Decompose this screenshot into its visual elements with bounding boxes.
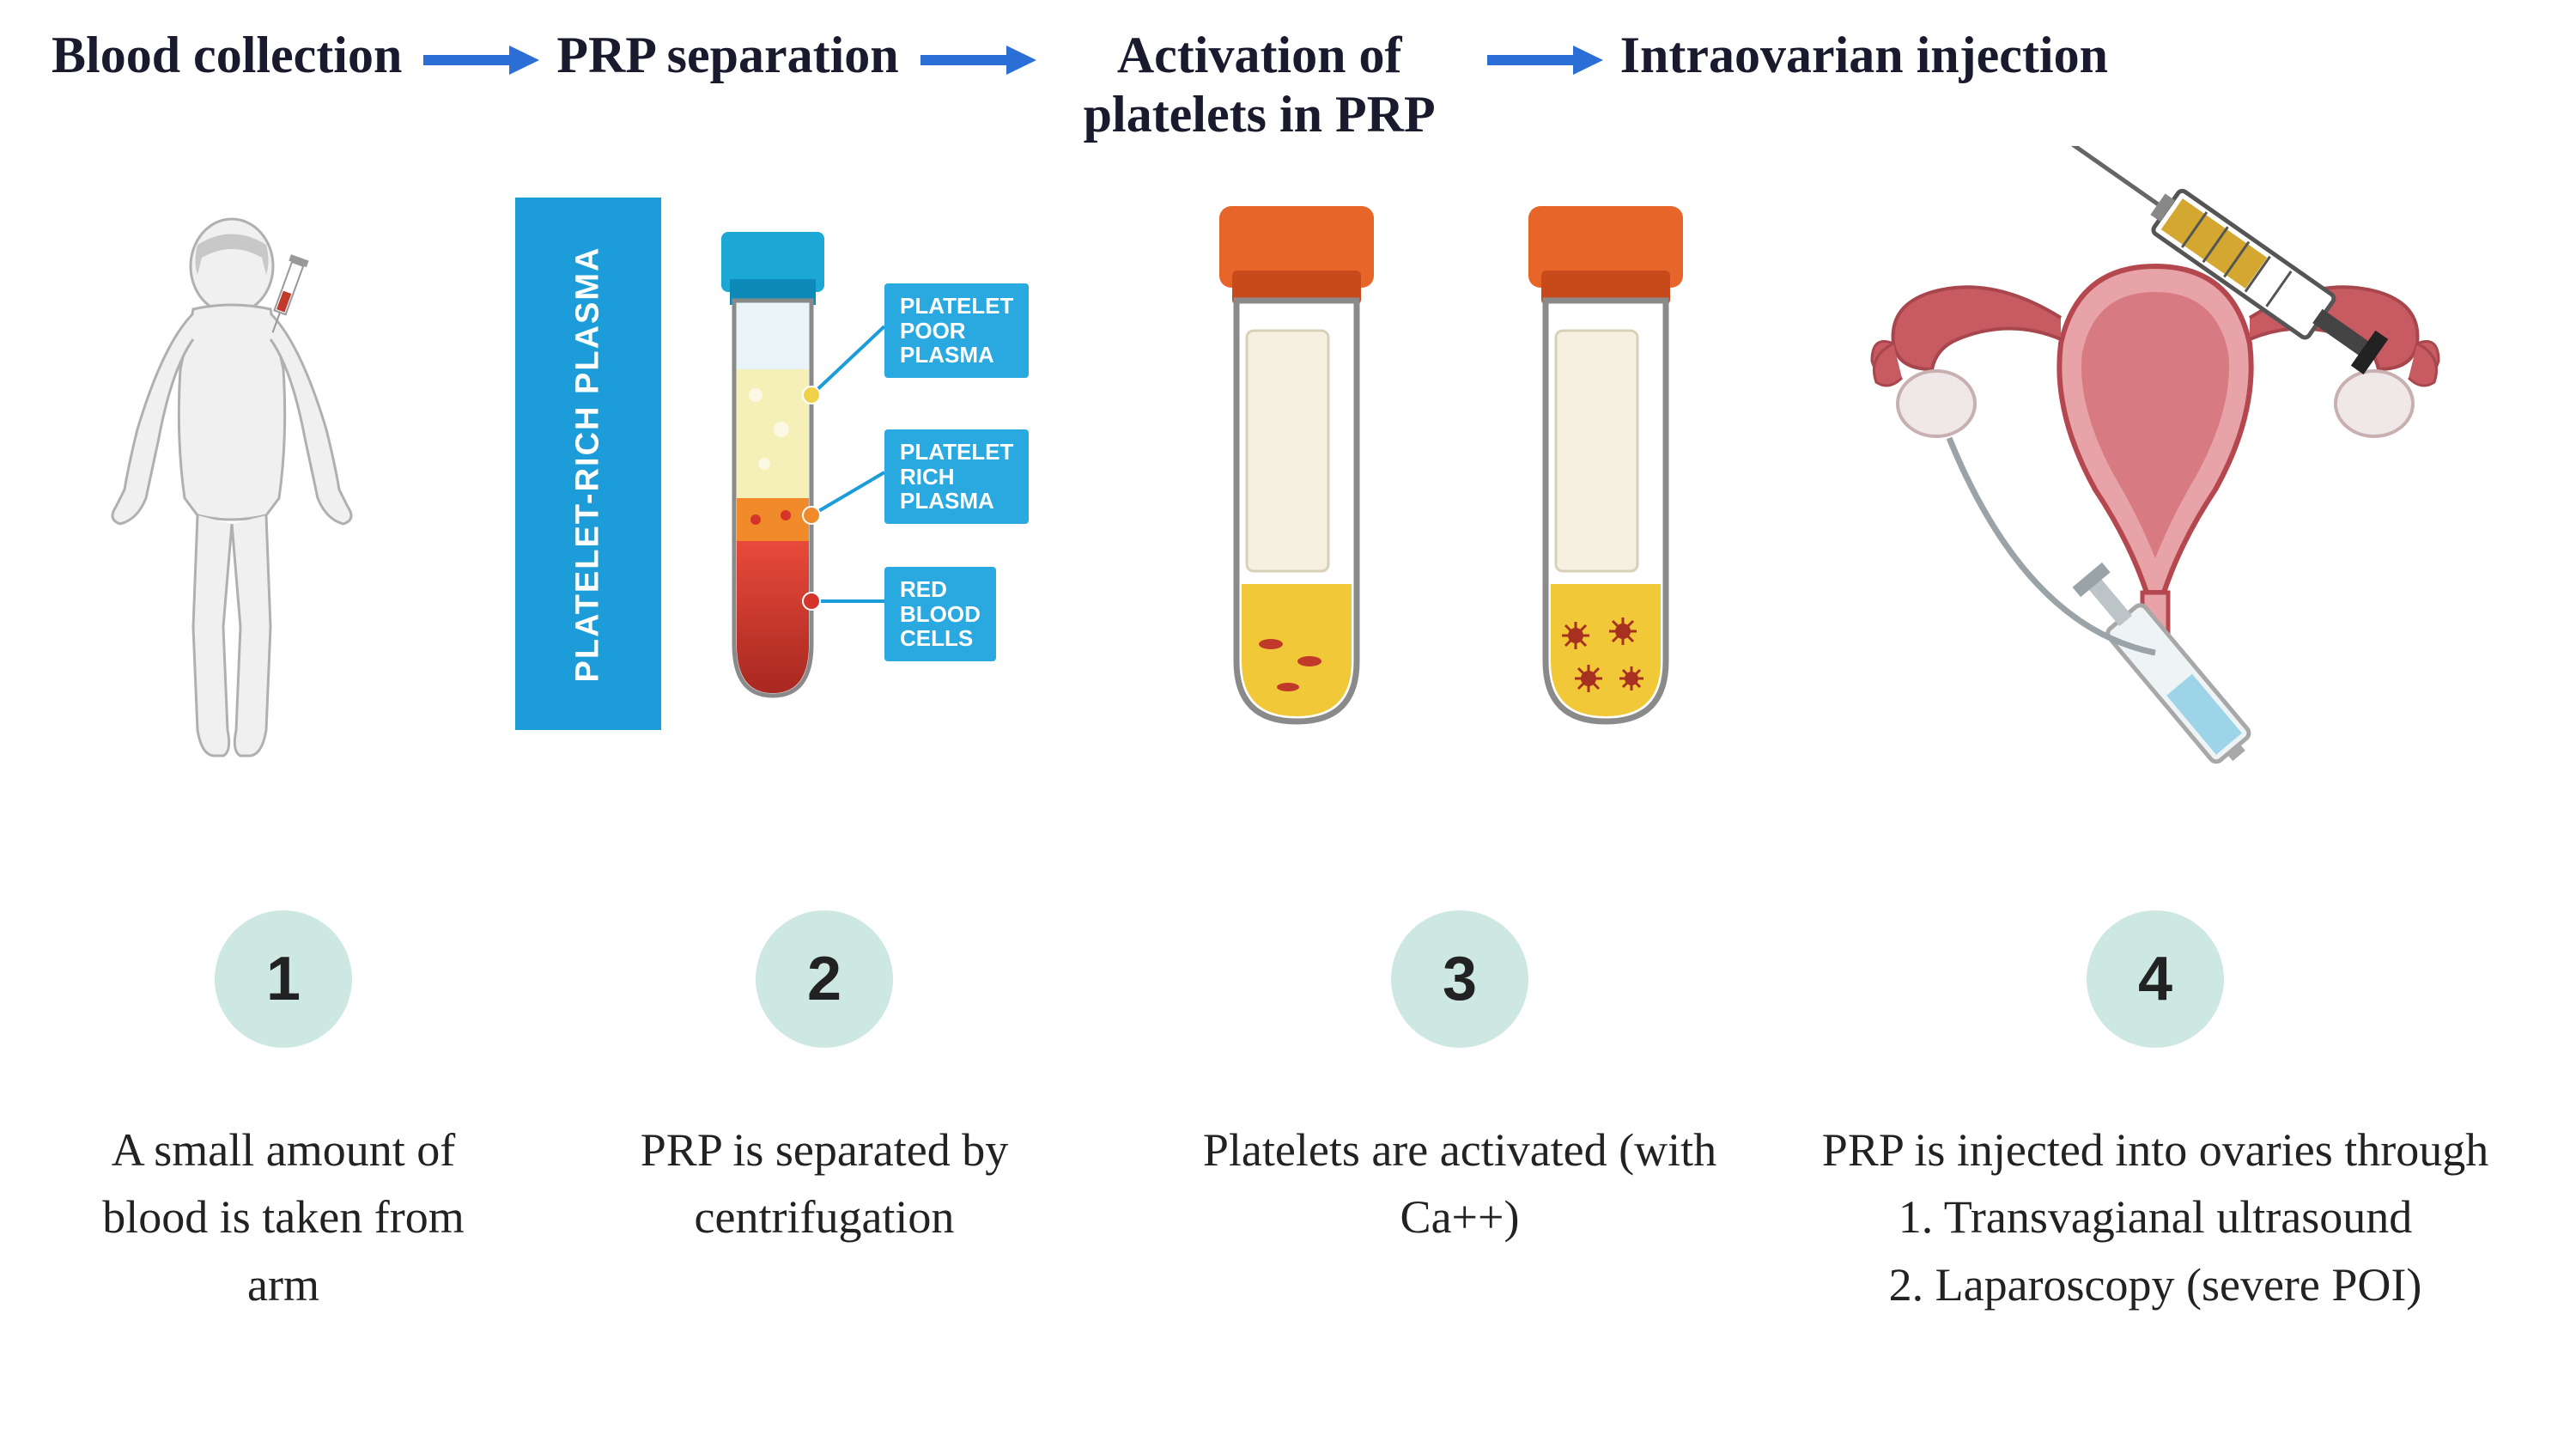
arrow-icon [1483, 39, 1603, 82]
arrow-icon [916, 39, 1036, 82]
step-description: PRP is injected into ovaries through1. T… [1786, 1116, 2524, 1318]
tube-after-icon [1494, 206, 1717, 739]
arrow-icon [419, 39, 539, 82]
label-connectors [515, 198, 1133, 730]
badge-row: 1 2 3 4 [52, 910, 2524, 1048]
uterus-injection-icon [1812, 146, 2499, 816]
step-description: A small amount of blood is taken from ar… [52, 1116, 515, 1318]
illustrations-row: PLATELET-RICH PLASMA [52, 198, 2524, 867]
step-number-badge: 3 [1391, 910, 1528, 1048]
tube-before-icon [1185, 206, 1408, 739]
layer-label-prp: PLATELETRICHPLASMA [884, 429, 1029, 524]
badge-cell: 2 [515, 910, 1133, 1048]
step-number-badge: 2 [756, 910, 893, 1048]
illus-intraovarian [1786, 198, 2524, 867]
layer-label-rbc: REDBLOODCELLS [884, 567, 996, 661]
step-number-badge: 4 [2087, 910, 2224, 1048]
illus-prp-separation: PLATELET-RICH PLASMA [515, 198, 1133, 867]
badge-cell: 3 [1133, 910, 1786, 1048]
desc-row: A small amount of blood is taken from ar… [52, 1116, 2524, 1318]
step-title-4: Intraovarian injection [1620, 26, 2108, 85]
human-body-icon [86, 215, 378, 764]
layer-label-ppp: PLATELETPOORPLASMA [884, 283, 1029, 378]
badge-cell: 4 [1786, 910, 2524, 1048]
step-title-1: Blood collection [52, 26, 402, 85]
step-number-badge: 1 [215, 910, 352, 1048]
illus-activation [1133, 198, 1786, 867]
step-description: PRP is separated by centrifugation [515, 1116, 1133, 1318]
step-description: Platelets are activated (with Ca++) [1133, 1116, 1786, 1318]
step-title-2: PRP separation [556, 26, 898, 85]
step-title-3: Activation of platelets in PRP [1054, 26, 1466, 144]
header-row: Blood collection PRP separation Activati… [52, 26, 2524, 144]
badge-cell: 1 [52, 910, 515, 1048]
illus-blood-collection [52, 198, 515, 867]
